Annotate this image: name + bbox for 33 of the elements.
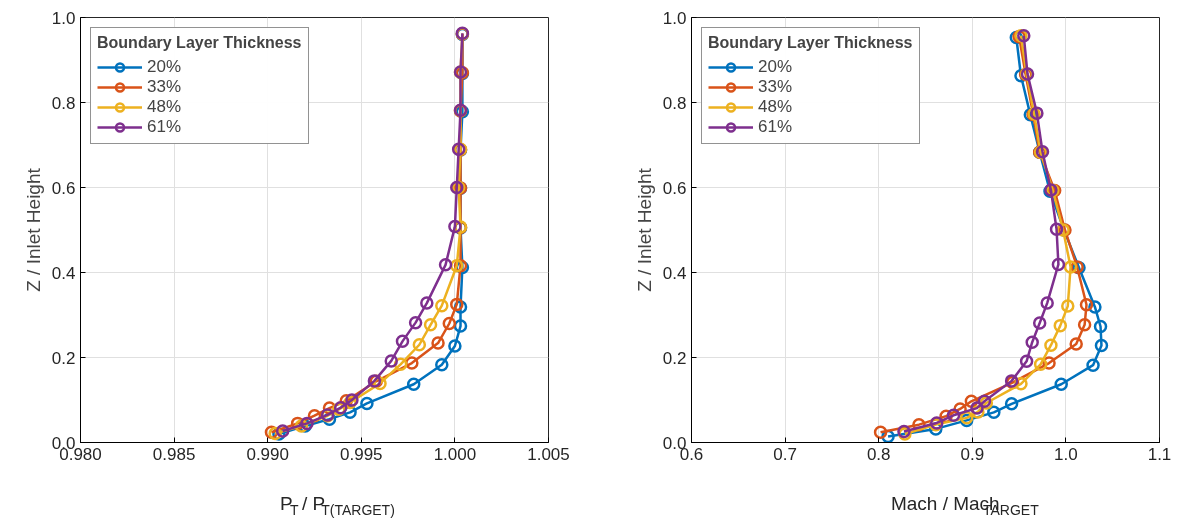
x-tick-label: 0.995 [340, 444, 383, 464]
x-tick-label: 0.990 [246, 444, 289, 464]
x-tick-label: 0.8 [866, 444, 891, 464]
y-tick-label: 0.4 [662, 263, 687, 283]
x-tick-label: 1.000 [433, 444, 477, 464]
legend-label: 33% [758, 77, 793, 97]
x-tick-label: 0.985 [152, 444, 196, 464]
y-tick-label: 0.6 [51, 178, 76, 198]
legend-label: 61% [147, 117, 182, 137]
legend-label: 48% [147, 97, 182, 117]
legend-label: 61% [758, 117, 793, 137]
x-tick-label: 1.1 [1147, 444, 1172, 464]
y-tick-label: 0.2 [662, 348, 687, 368]
x-tick-label: 1.005 [527, 444, 570, 464]
y-tick-label: 0.4 [51, 263, 76, 283]
y-tick-label: 0.8 [662, 93, 687, 113]
y-tick-label: 0.8 [51, 93, 76, 113]
x-tick-label: 0.9 [960, 444, 985, 464]
y-axis-title: Z / Inlet Height [633, 167, 655, 292]
legend-label: 48% [758, 97, 793, 117]
x-tick-label: 0.7 [773, 444, 797, 464]
y-tick-label: 0.6 [662, 178, 687, 198]
y-tick-label: 0.2 [51, 348, 76, 368]
x-axis-title: Mach / MachTARGET [890, 493, 1040, 518]
y-axis-title: Z / Inlet Height [22, 167, 44, 292]
legend-label: 20% [147, 57, 182, 77]
x-tick-label: 1.0 [1054, 444, 1078, 464]
legend-label: 20% [758, 57, 793, 77]
y-tick-label: 1.0 [51, 8, 76, 28]
legend-label: 33% [147, 77, 182, 97]
legend-title: Boundary Layer Thickness [97, 34, 302, 52]
y-tick-label: 1.0 [662, 8, 687, 28]
legend-title: Boundary Layer Thickness [708, 34, 913, 52]
